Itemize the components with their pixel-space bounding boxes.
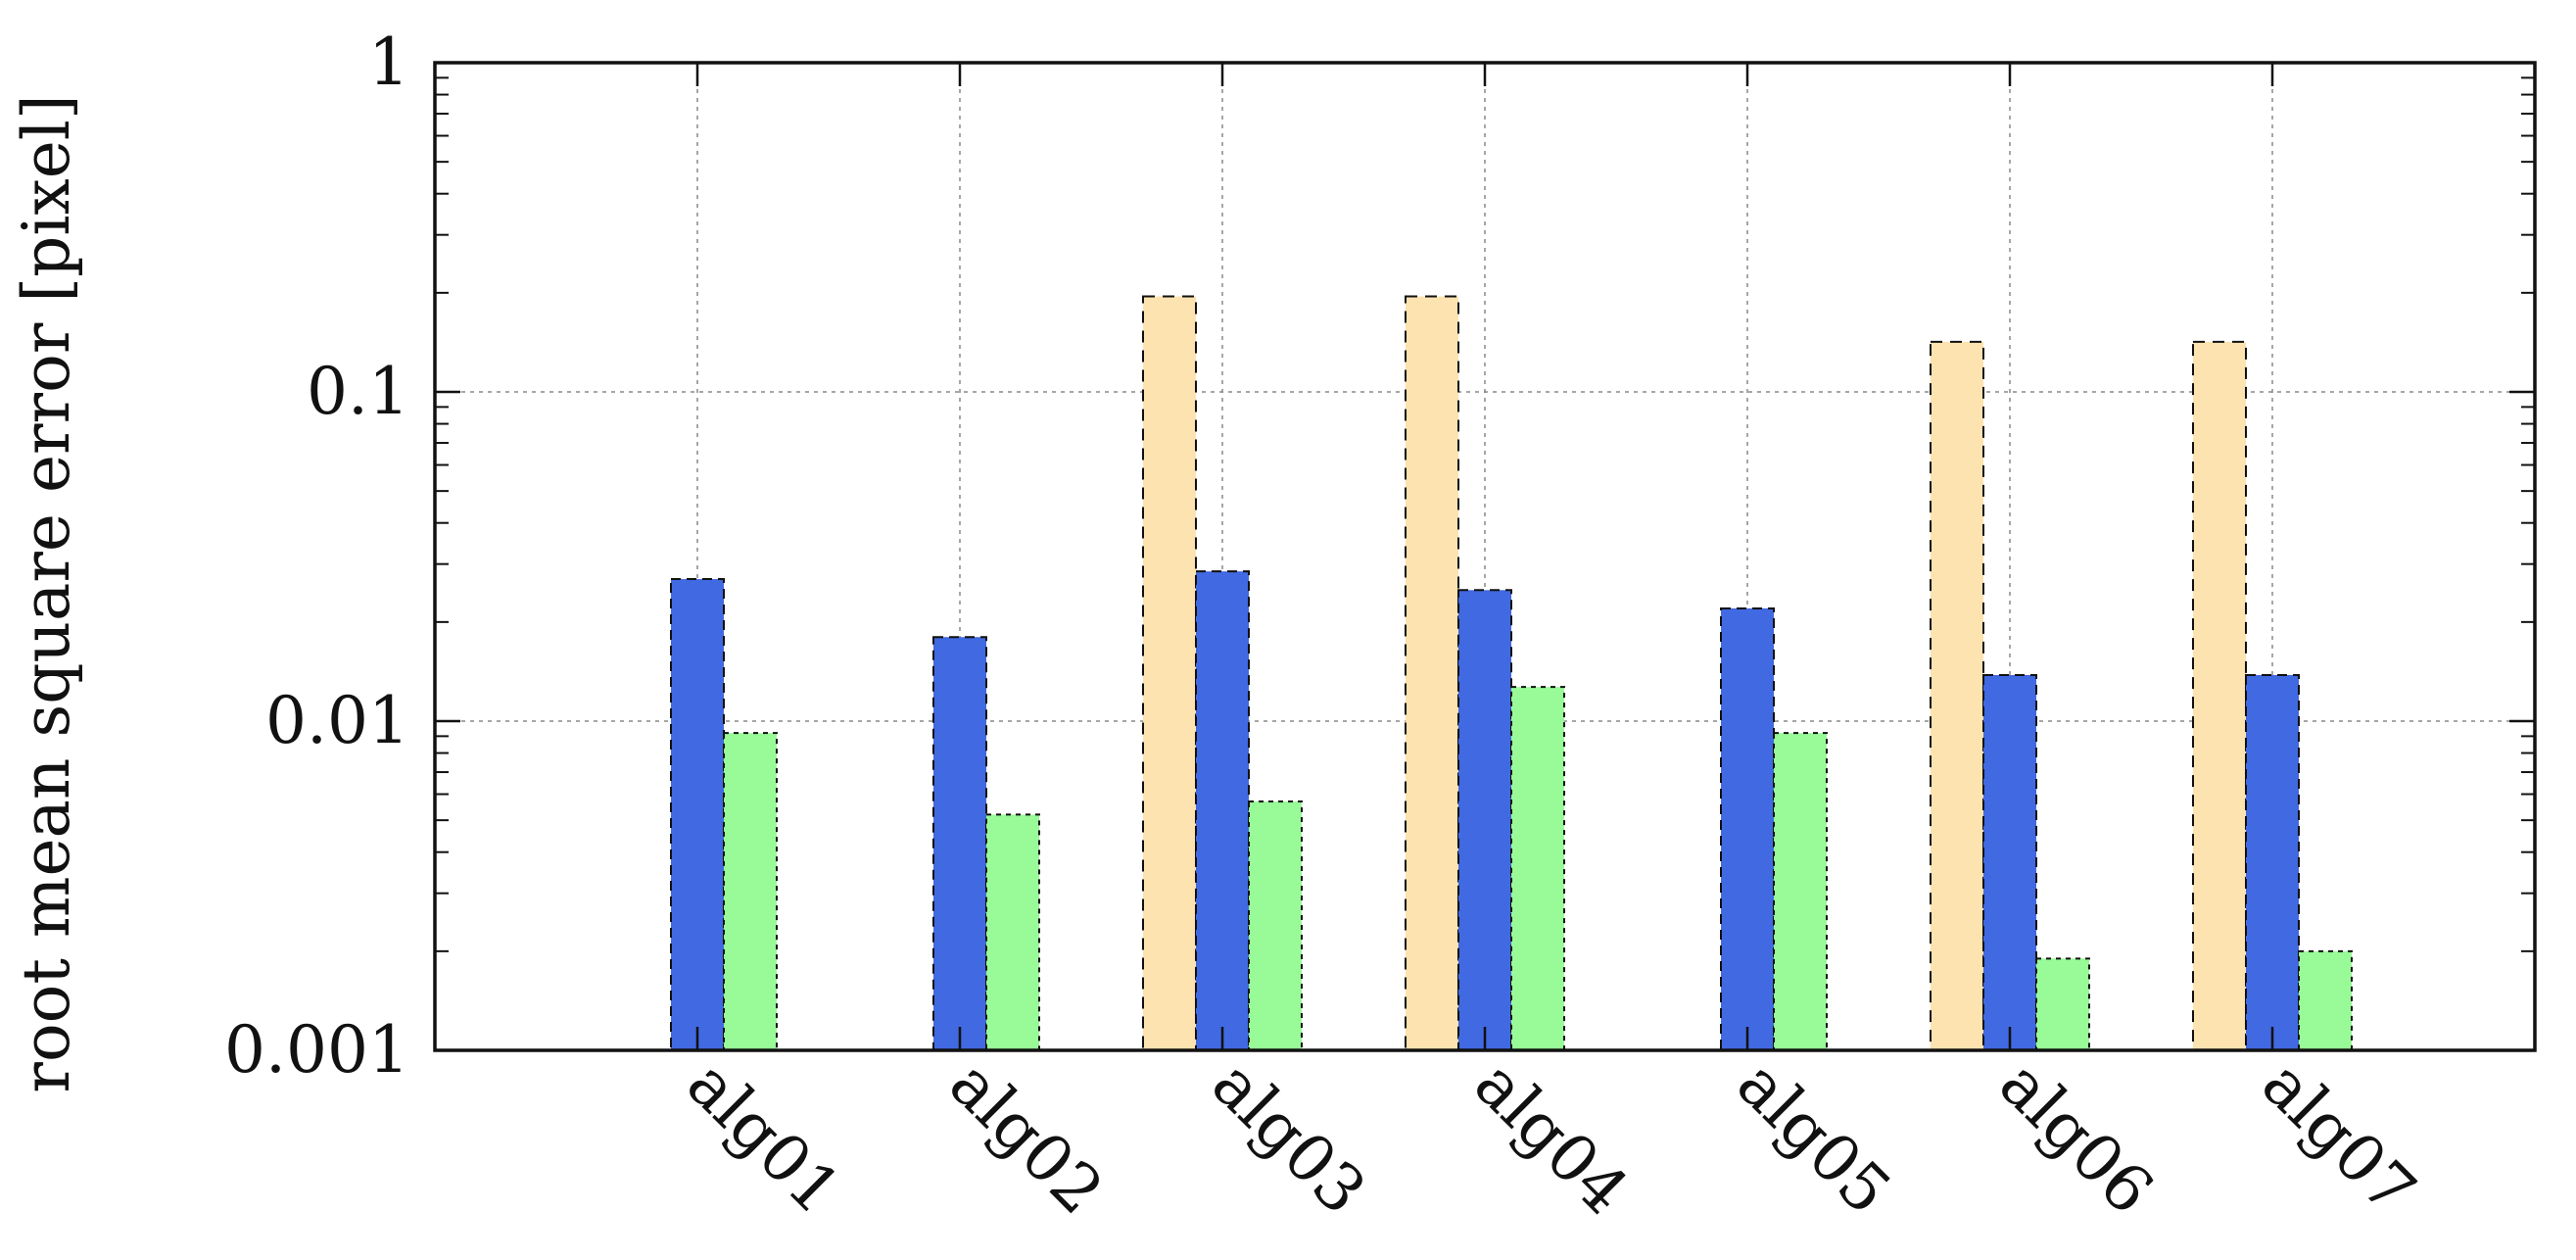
bar-alg03-s2 — [1195, 570, 1250, 1051]
bar-alg05-s2 — [1720, 606, 1775, 1051]
bar-alg03-s1 — [1142, 295, 1197, 1051]
bar-alg04-s1 — [1405, 295, 1459, 1051]
bar-alg06-s1 — [1930, 340, 1984, 1051]
y-tick-label: 1 — [368, 24, 409, 100]
x-tick-label: alg03 — [1198, 1046, 1380, 1229]
x-tick-label: alg02 — [935, 1046, 1118, 1229]
bar-alg06-s2 — [1982, 674, 2037, 1051]
axes — [433, 61, 2537, 1052]
x-tick-label: alg04 — [1460, 1046, 1643, 1229]
tick-labels: 0.001 0.01 0.1 1 alg01 alg02 alg03 alg04 alg05 al… — [224, 24, 2430, 1229]
bar-alg02-s3 — [985, 813, 1040, 1051]
plot-frame — [433, 61, 2537, 1052]
x-tick-label: alg05 — [1723, 1046, 1905, 1229]
bar-alg02-s2 — [932, 636, 987, 1052]
bar-alg04-s3 — [1510, 686, 1565, 1051]
x-tick-label: alg01 — [673, 1046, 855, 1229]
y-tick-label: 0.001 — [224, 1012, 409, 1088]
bar-alg01-s2 — [670, 578, 725, 1051]
x-tick-label: alg07 — [2248, 1046, 2430, 1229]
bar-alg07-s2 — [2245, 674, 2300, 1051]
bar-alg05-s3 — [1773, 732, 1828, 1051]
bars — [670, 295, 2353, 1052]
bar-alg04-s2 — [1457, 589, 1512, 1052]
bar-alg07-s3 — [2298, 949, 2353, 1052]
y-tick-label: 0.1 — [307, 354, 409, 429]
bar-alg06-s3 — [2035, 957, 2090, 1052]
x-tick-label: alg06 — [1985, 1046, 2168, 1229]
bar-alg03-s3 — [1248, 800, 1303, 1052]
bar-alg01-s3 — [723, 732, 778, 1051]
y-tick-label: 0.01 — [265, 683, 409, 758]
bar-alg07-s1 — [2192, 340, 2247, 1051]
y-axis-title: root mean square error [pixel] — [9, 94, 84, 1092]
